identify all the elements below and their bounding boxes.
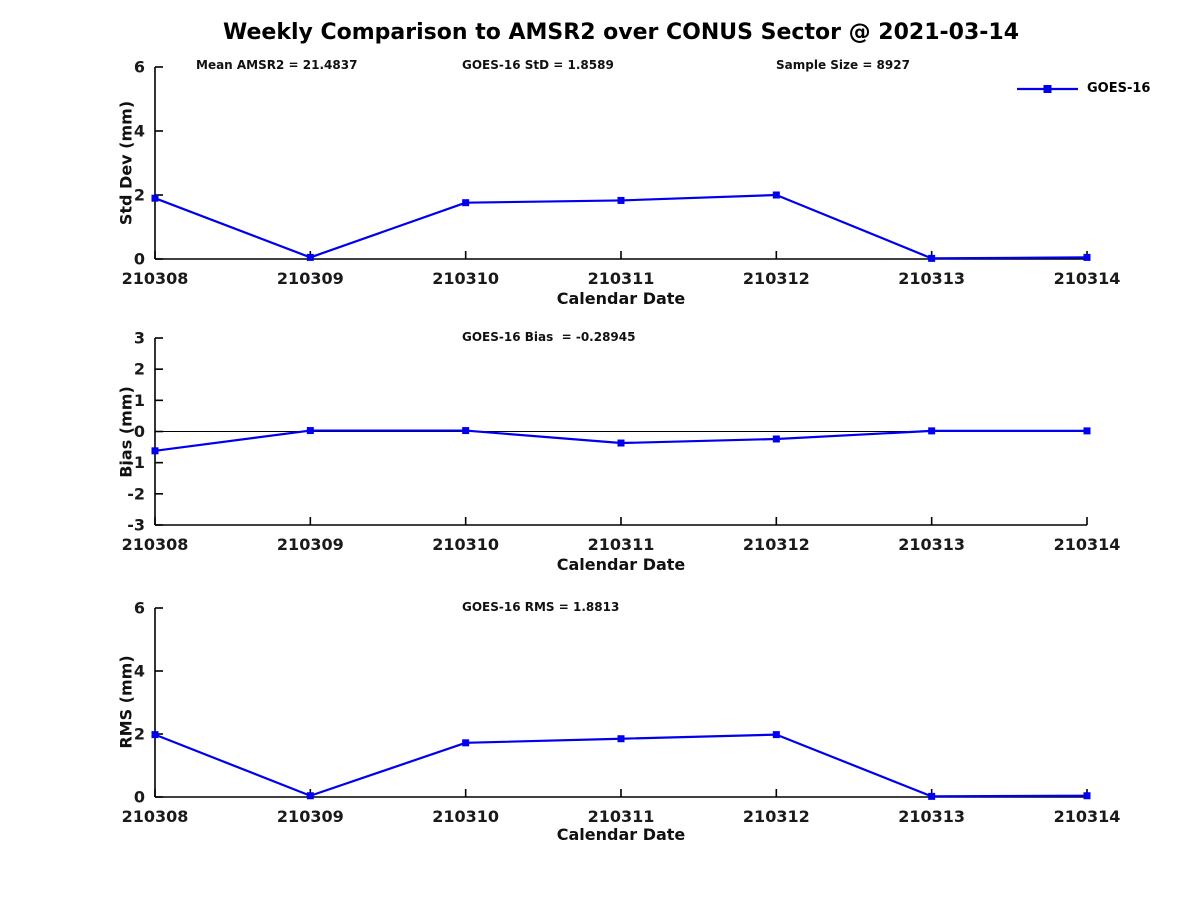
data-point-marker bbox=[306, 253, 314, 261]
y-tick-label: 2 bbox=[134, 360, 145, 379]
data-point-marker bbox=[928, 792, 936, 800]
x-tick-label: 210310 bbox=[432, 535, 499, 554]
annotation-mean-amsr2: Mean AMSR2 = 21.4837 bbox=[196, 58, 358, 72]
x-tick-label: 210312 bbox=[743, 807, 810, 826]
x-axis-label-calendar-date-2: Calendar Date bbox=[556, 555, 686, 574]
data-point-marker bbox=[306, 427, 314, 435]
y-tick-label: 1 bbox=[134, 391, 145, 410]
x-tick-label: 210311 bbox=[588, 807, 655, 826]
data-point-marker bbox=[462, 427, 470, 435]
legend-label-goes16: GOES-16 bbox=[1087, 81, 1151, 96]
data-point-marker bbox=[462, 199, 470, 207]
x-tick-label: 210313 bbox=[898, 807, 965, 826]
x-tick-label: 210309 bbox=[277, 269, 344, 288]
y-tick-label: 4 bbox=[134, 122, 145, 141]
y-tick-label: 6 bbox=[134, 599, 145, 618]
y-tick-label: 0 bbox=[134, 788, 145, 807]
y-tick-label: -1 bbox=[127, 453, 145, 472]
data-point-marker bbox=[617, 439, 625, 447]
y-tick-label: 2 bbox=[134, 725, 145, 744]
annotation-sample-size: Sample Size = 8927 bbox=[776, 58, 910, 72]
data-point-marker bbox=[462, 739, 470, 747]
data-point-marker bbox=[617, 196, 625, 204]
y-tick-label: -3 bbox=[127, 516, 145, 535]
figure-title: Weekly Comparison to AMSR2 over CONUS Se… bbox=[223, 20, 1019, 45]
data-point-marker bbox=[151, 731, 159, 739]
x-tick-label: 210311 bbox=[588, 535, 655, 554]
y-tick-label: 0 bbox=[134, 250, 145, 269]
y-tick-label: 6 bbox=[134, 58, 145, 77]
x-tick-label: 210313 bbox=[898, 269, 965, 288]
data-point-marker bbox=[772, 435, 780, 443]
data-point-marker bbox=[928, 427, 936, 435]
x-tick-label: 210310 bbox=[432, 269, 499, 288]
x-tick-label: 210312 bbox=[743, 269, 810, 288]
data-point-marker bbox=[1083, 792, 1091, 800]
y-axis-label-rms: RMS (mm) bbox=[116, 655, 136, 749]
y-tick-label: 2 bbox=[134, 186, 145, 205]
y-axis-label-std-dev: Std Dev (mm) bbox=[116, 100, 136, 226]
data-point-marker bbox=[928, 254, 936, 262]
x-tick-label: 210310 bbox=[432, 807, 499, 826]
x-tick-label: 210312 bbox=[743, 535, 810, 554]
y-tick-label: 3 bbox=[134, 329, 145, 348]
legend-sample-marker bbox=[1043, 85, 1052, 93]
x-tick-label: 210308 bbox=[122, 807, 189, 826]
series-line-goes-16 bbox=[154, 733, 1088, 798]
data-point-marker bbox=[1083, 427, 1091, 435]
data-point-marker bbox=[151, 194, 159, 202]
x-tick-label: 210308 bbox=[122, 535, 189, 554]
x-tick-label: 210309 bbox=[277, 807, 344, 826]
y-tick-label: 0 bbox=[134, 422, 145, 441]
x-tick-label: 210314 bbox=[1054, 807, 1121, 826]
x-tick-label: 210314 bbox=[1054, 269, 1121, 288]
data-point-marker bbox=[772, 731, 780, 739]
x-axis-label-calendar-date-3: Calendar Date bbox=[556, 825, 686, 844]
x-tick-label: 210308 bbox=[122, 269, 189, 288]
y-tick-label: -2 bbox=[127, 484, 145, 503]
series-line-goes-16 bbox=[154, 193, 1088, 260]
y-axis-label-bias: Bias (mm) bbox=[116, 386, 136, 478]
annotation-goes16-rms: GOES-16 RMS = 1.8813 bbox=[462, 600, 620, 614]
annotation-goes16-std: GOES-16 StD = 1.8589 bbox=[462, 58, 614, 72]
data-point-marker bbox=[151, 447, 159, 455]
data-point-marker bbox=[1083, 253, 1091, 261]
x-axis-label-calendar-date-1: Calendar Date bbox=[556, 289, 686, 308]
data-point-marker bbox=[772, 191, 780, 199]
x-tick-label: 210313 bbox=[898, 535, 965, 554]
annotation-goes16-bias: GOES-16 Bias = -0.28945 bbox=[462, 330, 636, 344]
x-tick-label: 210314 bbox=[1054, 535, 1121, 554]
y-tick-label: 4 bbox=[134, 662, 145, 681]
x-tick-label: 210309 bbox=[277, 535, 344, 554]
data-point-marker bbox=[617, 735, 625, 743]
data-point-marker bbox=[306, 792, 314, 800]
x-tick-label: 210311 bbox=[588, 269, 655, 288]
